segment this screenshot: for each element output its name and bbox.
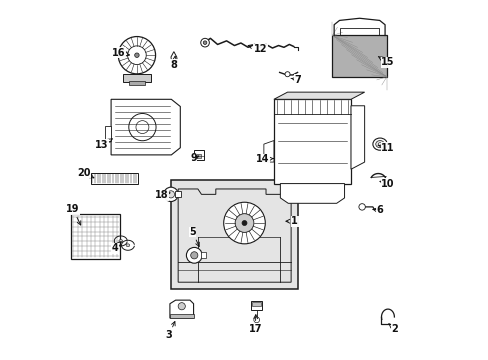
- Bar: [123, 74, 150, 82]
- Bar: [91, 173, 137, 184]
- Ellipse shape: [378, 143, 381, 145]
- Text: 4: 4: [111, 242, 121, 253]
- Text: 11: 11: [377, 143, 394, 153]
- Text: 3: 3: [165, 321, 175, 340]
- Text: 15: 15: [378, 57, 394, 67]
- Text: 1: 1: [285, 216, 298, 226]
- Ellipse shape: [126, 244, 129, 247]
- Text: 12: 12: [247, 44, 267, 54]
- Text: 19: 19: [66, 204, 81, 225]
- Text: 17: 17: [248, 315, 262, 334]
- Polygon shape: [264, 140, 273, 162]
- Circle shape: [253, 317, 259, 323]
- Circle shape: [358, 204, 365, 210]
- Ellipse shape: [372, 138, 386, 150]
- Circle shape: [127, 46, 146, 64]
- Circle shape: [223, 202, 265, 244]
- Circle shape: [163, 187, 178, 202]
- Text: 9: 9: [190, 153, 198, 163]
- Text: 6: 6: [372, 206, 383, 216]
- Circle shape: [235, 214, 253, 233]
- Text: 20: 20: [77, 168, 94, 178]
- Polygon shape: [280, 184, 344, 203]
- Polygon shape: [169, 300, 193, 318]
- Bar: [161, 192, 167, 197]
- Bar: [252, 302, 261, 306]
- Text: 7: 7: [290, 75, 300, 85]
- Circle shape: [118, 37, 155, 74]
- Polygon shape: [350, 106, 364, 169]
- Bar: [174, 192, 181, 197]
- Bar: [70, 214, 120, 259]
- Circle shape: [190, 252, 198, 259]
- Circle shape: [201, 39, 209, 47]
- Bar: [104, 126, 111, 140]
- Bar: [193, 149, 204, 160]
- Polygon shape: [171, 51, 177, 65]
- Text: 16: 16: [111, 48, 129, 58]
- Circle shape: [203, 41, 206, 44]
- Text: 18: 18: [155, 190, 170, 200]
- Bar: [273, 99, 350, 184]
- Ellipse shape: [375, 140, 384, 148]
- Circle shape: [285, 72, 289, 77]
- Text: 14: 14: [256, 154, 273, 164]
- Bar: [195, 154, 201, 158]
- Bar: [129, 81, 144, 85]
- Circle shape: [186, 247, 202, 263]
- Ellipse shape: [119, 239, 122, 242]
- Bar: [250, 301, 262, 310]
- Circle shape: [134, 53, 139, 58]
- Text: 10: 10: [379, 179, 394, 189]
- Circle shape: [178, 303, 185, 310]
- Bar: [201, 252, 206, 258]
- Bar: [171, 180, 298, 289]
- Text: 13: 13: [95, 139, 112, 150]
- Circle shape: [242, 221, 246, 225]
- Polygon shape: [273, 92, 364, 99]
- Text: 8: 8: [170, 56, 177, 69]
- Text: 2: 2: [388, 324, 398, 334]
- Bar: [332, 36, 386, 77]
- Bar: [169, 315, 193, 318]
- Circle shape: [167, 191, 174, 198]
- Text: 5: 5: [189, 227, 199, 247]
- Polygon shape: [111, 99, 180, 155]
